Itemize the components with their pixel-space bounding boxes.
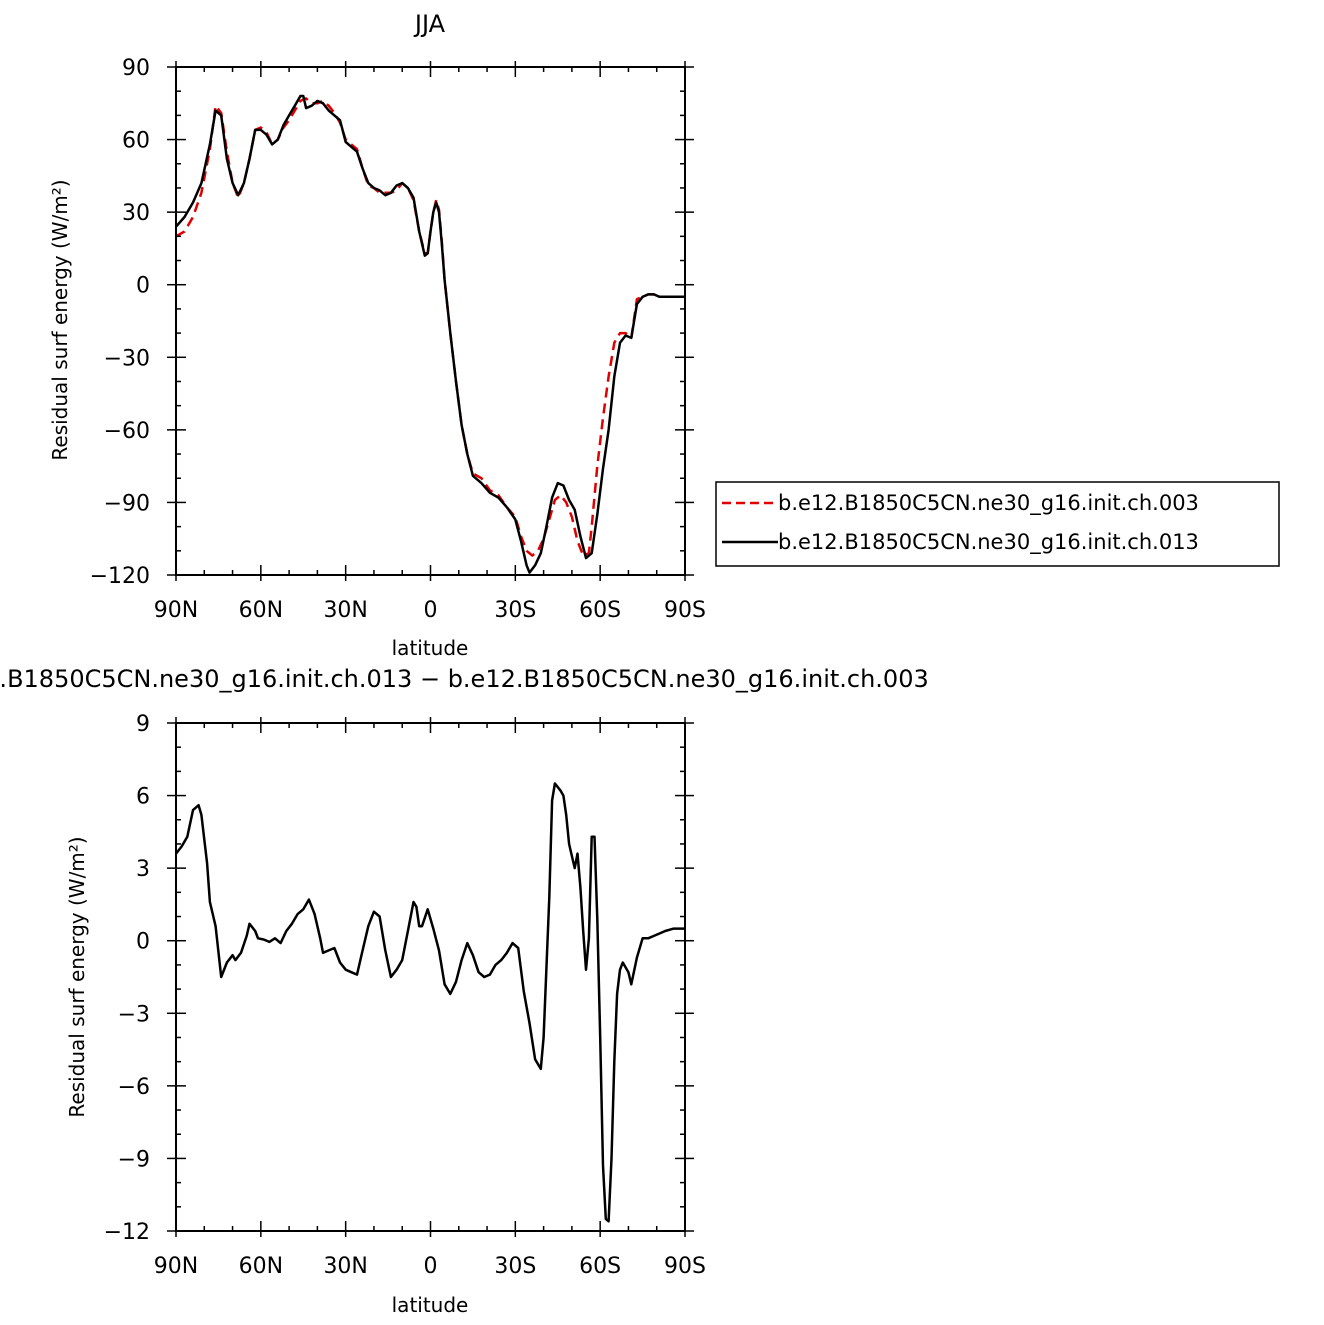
- y-tick-label: 3: [136, 857, 150, 882]
- x-tick-label: 90N: [154, 1254, 198, 1279]
- x-tick-label: 30N: [323, 1254, 367, 1279]
- x-tick-label: 30N: [323, 598, 367, 623]
- y-tick-label: −60: [104, 419, 150, 444]
- legend-box: [715, 481, 1280, 567]
- x-tick-label: 30S: [494, 598, 536, 623]
- plot-frame: [175, 722, 686, 1232]
- y-tick-label: 6: [136, 785, 150, 810]
- y-axis-label: Residual surf energy (W/m²): [65, 836, 89, 1117]
- legend-label-series-1: b.e12.B1850C5CN.ne30_g16.init.ch.003: [778, 491, 1199, 516]
- series-line-1: [175, 782, 685, 1223]
- series-line-1: [175, 97, 685, 557]
- x-tick-label: 60N: [239, 598, 283, 623]
- y-tick-label: 90: [122, 56, 150, 81]
- y-axis-label: Residual surf energy (W/m²): [48, 179, 72, 460]
- bottom-line-chart: b.e12.B1850C5CN.ne30_g16.init.ch.013 − b…: [0, 665, 929, 1317]
- x-tick-label: 0: [424, 598, 438, 623]
- series-line-2: [175, 94, 685, 574]
- x-tick-label: 30S: [494, 1254, 536, 1279]
- y-tick-label: −120: [90, 564, 150, 589]
- y-tick-label: −6: [118, 1075, 150, 1100]
- y-tick-label: 30: [122, 201, 150, 226]
- top-line-chart: JJA latitude Residual surf energy (W/m²)…: [48, 10, 706, 660]
- y-tick-label: 60: [122, 129, 150, 154]
- y-tick-label: 0: [136, 930, 150, 955]
- chart-title: JJA: [413, 10, 446, 38]
- chart-title: b.e12.B1850C5CN.ne30_g16.init.ch.013 − b…: [0, 665, 929, 693]
- legend-label-series-2: b.e12.B1850C5CN.ne30_g16.init.ch.013: [778, 530, 1199, 555]
- x-tick-label: 90N: [154, 598, 198, 623]
- y-tick-label: −30: [104, 346, 150, 371]
- x-tick-label: 60N: [239, 1254, 283, 1279]
- y-tick-label: −3: [118, 1002, 150, 1027]
- x-tick-label: 60S: [579, 598, 621, 623]
- x-tick-label: 0: [424, 1254, 438, 1279]
- y-tick-label: −9: [118, 1147, 150, 1172]
- x-axis-label: latitude: [392, 636, 469, 660]
- y-tick-label: −90: [104, 491, 150, 516]
- y-tick-label: 9: [136, 712, 150, 737]
- y-tick-label: 0: [136, 274, 150, 299]
- y-tick-label: −12: [104, 1220, 150, 1245]
- x-tick-label: 90S: [664, 1254, 706, 1279]
- x-axis-label: latitude: [392, 1293, 469, 1317]
- legend: b.e12.B1850C5CN.ne30_g16.init.ch.003 b.e…: [715, 481, 1280, 567]
- x-tick-label: 90S: [664, 598, 706, 623]
- x-tick-label: 60S: [579, 1254, 621, 1279]
